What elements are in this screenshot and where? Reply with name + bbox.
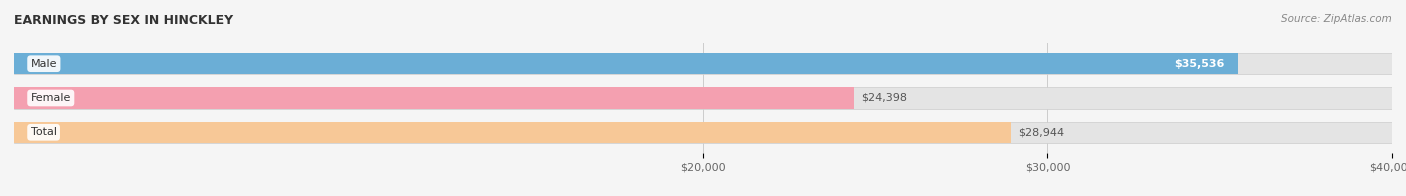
Bar xyxy=(14,53,1239,74)
Text: Female: Female xyxy=(31,93,70,103)
Bar xyxy=(14,87,855,109)
Bar xyxy=(14,53,1392,74)
Text: $35,536: $35,536 xyxy=(1174,59,1225,69)
Text: $28,944: $28,944 xyxy=(1018,127,1064,137)
Text: EARNINGS BY SEX IN HINCKLEY: EARNINGS BY SEX IN HINCKLEY xyxy=(14,14,233,27)
Bar xyxy=(14,122,1011,143)
Text: Source: ZipAtlas.com: Source: ZipAtlas.com xyxy=(1281,14,1392,24)
Text: Total: Total xyxy=(31,127,56,137)
Bar xyxy=(14,87,1392,109)
Bar xyxy=(14,122,1392,143)
Text: Male: Male xyxy=(31,59,58,69)
Text: $24,398: $24,398 xyxy=(862,93,907,103)
